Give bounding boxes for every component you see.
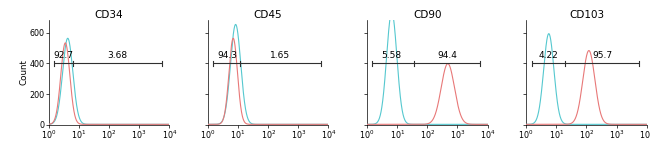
Text: 5.58: 5.58	[381, 51, 401, 60]
Title: CD34: CD34	[95, 10, 124, 20]
Text: 94.4: 94.4	[437, 51, 457, 60]
Text: 92.7: 92.7	[54, 51, 74, 60]
Text: 1.65: 1.65	[270, 51, 291, 60]
Title: CD90: CD90	[413, 10, 441, 20]
Title: CD103: CD103	[569, 10, 604, 20]
Y-axis label: Count: Count	[19, 60, 28, 85]
Text: 94.3: 94.3	[217, 51, 237, 60]
Text: 4.22: 4.22	[538, 51, 558, 60]
Text: 95.7: 95.7	[592, 51, 612, 60]
Title: CD45: CD45	[254, 10, 283, 20]
Text: 3.68: 3.68	[107, 51, 127, 60]
